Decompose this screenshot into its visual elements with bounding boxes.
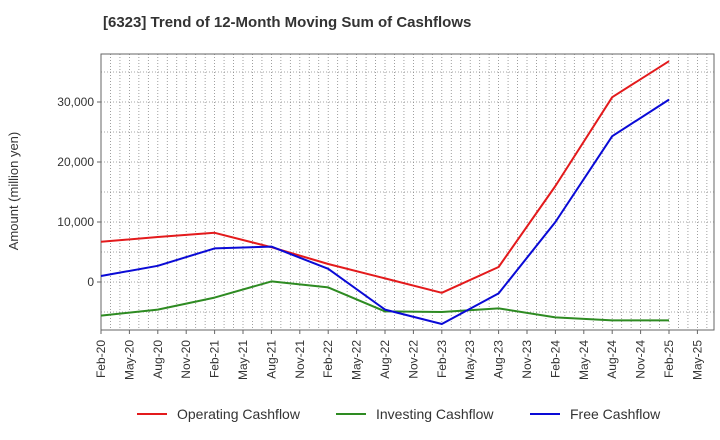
- investing-cashflow-line: [100, 280, 669, 322]
- x-tick-label: Feb-24: [548, 340, 562, 378]
- legend: Operating Cashflow Investing Cashflow Free…: [137, 406, 661, 422]
- y-tick-label: 0: [87, 275, 94, 289]
- x-tick-label: Nov-23: [520, 340, 534, 379]
- x-tick-label: May-20: [122, 340, 136, 380]
- x-tick-label: Aug-20: [151, 340, 165, 379]
- x-tick-label: Feb-23: [435, 340, 449, 378]
- x-axis-ticks: Feb-20 May-20 Aug-20 Nov-20 Feb-21 May-21 Aug-…: [94, 330, 704, 380]
- legend-label-operating-cashflow: Operating Cashflow: [177, 406, 301, 422]
- grid-lines: [100, 54, 714, 330]
- x-tick-label: May-25: [690, 340, 704, 380]
- series-lines: [100, 60, 670, 325]
- x-tick-label: May-21: [236, 340, 250, 380]
- x-tick-label: Aug-22: [378, 340, 392, 379]
- x-tick-label: Nov-20: [179, 340, 193, 379]
- x-tick-label: Aug-23: [492, 340, 506, 379]
- y-tick-label: 20,000: [57, 155, 94, 169]
- x-tick-label: Feb-20: [94, 340, 108, 378]
- x-tick-label: Nov-24: [634, 340, 648, 379]
- operating-cashflow-line: [100, 60, 670, 294]
- x-tick-label: Feb-21: [208, 340, 222, 378]
- plot-area-frame: [100, 53, 715, 331]
- free-cashflow-line: [100, 98, 670, 325]
- legend-label-free-cashflow: Free Cashflow: [570, 406, 661, 422]
- x-tick-label: May-24: [577, 340, 591, 380]
- x-tick-label: Nov-21: [293, 340, 307, 379]
- x-tick-label: Feb-22: [321, 340, 335, 378]
- y-axis-title: Amount (million yen): [6, 132, 21, 251]
- x-tick-label: May-22: [350, 340, 364, 380]
- x-tick-label: Aug-24: [605, 340, 619, 379]
- y-tick-label: 10,000: [57, 215, 94, 229]
- x-tick-label: Nov-22: [406, 340, 420, 379]
- x-tick-label: May-23: [463, 340, 477, 380]
- x-tick-label: Aug-21: [264, 340, 278, 379]
- x-tick-label: Feb-25: [662, 340, 676, 378]
- y-tick-label: 30,000: [57, 95, 94, 109]
- y-axis-ticks: 0 10,000 20,000 30,000: [57, 95, 101, 289]
- chart-title: [6323] Trend of 12-Month Moving Sum of C…: [103, 14, 472, 31]
- legend-label-investing-cashflow: Investing Cashflow: [376, 406, 494, 422]
